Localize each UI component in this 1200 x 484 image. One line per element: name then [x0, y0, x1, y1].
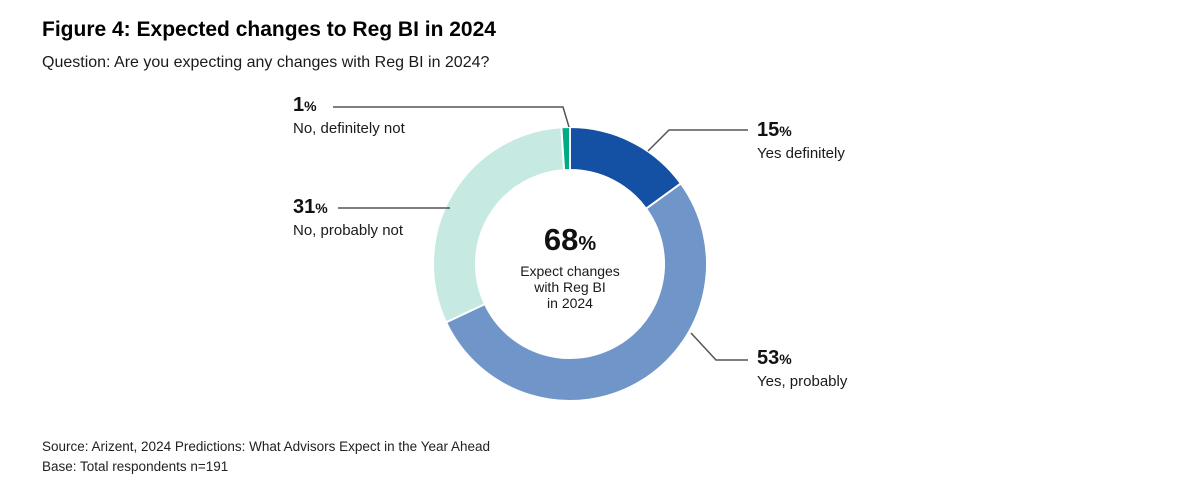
percent-sign: %	[315, 200, 328, 216]
donut-center-label: 68% Expect changes with Reg BI in 2024	[460, 224, 680, 312]
callout-yes-probably: 53% Yes, probably	[757, 347, 847, 391]
callout-label: No, probably not	[293, 222, 404, 239]
callout-percent-value: 15	[757, 119, 780, 141]
figure-question: Question: Are you expecting any changes …	[42, 54, 490, 71]
callout-percent: 1%	[293, 94, 405, 117]
center-label-line: with Reg BI	[534, 279, 606, 295]
callout-percent-value: 53	[757, 347, 780, 369]
leader-line-yes-definitely	[647, 129, 748, 152]
center-label-line: Expect changes	[520, 263, 620, 279]
donut-segments-group	[432, 125, 708, 402]
percent-sign: %	[304, 98, 317, 114]
donut-segment-no-definitely-not	[560, 125, 571, 172]
percent-sign: %	[779, 351, 792, 367]
callout-label: Yes definitely	[757, 145, 845, 162]
callout-yes-definitely: 15% Yes definitely	[757, 119, 845, 163]
figure-title: Figure 4: Expected changes to Reg BI in …	[42, 18, 496, 41]
percent-sign: %	[578, 233, 597, 255]
center-label-line: in 2024	[547, 295, 593, 311]
leader-line-yes-probably	[690, 332, 748, 361]
callout-percent: 53%	[757, 347, 847, 370]
callout-percent-value: 1	[293, 94, 305, 116]
donut-segment-yes-probably	[444, 182, 708, 402]
base-line: Base: Total respondents n=191	[42, 458, 229, 474]
callout-no-definitely-not: 1% No, definitely not	[293, 94, 405, 138]
center-percent: 68%	[460, 224, 680, 260]
source-line: Source: Arizent, 2024 Predictions: What …	[42, 439, 491, 454]
callout-label: Yes, probably	[757, 373, 848, 390]
callout-no-probably-not: 31% No, probably not	[293, 196, 403, 240]
callout-percent: 15%	[757, 119, 845, 142]
leader-line-no-definitely-not	[333, 106, 570, 128]
donut-segment-no-probably-not	[432, 126, 566, 324]
figure-footer: Source: Arizent, 2024 Predictions: What …	[42, 437, 490, 476]
callout-percent: 31%	[293, 196, 403, 219]
center-percent-value: 68	[543, 222, 579, 257]
callout-label: No, definitely not	[293, 120, 405, 137]
percent-sign: %	[779, 123, 792, 139]
callout-percent-value: 31	[293, 196, 316, 218]
